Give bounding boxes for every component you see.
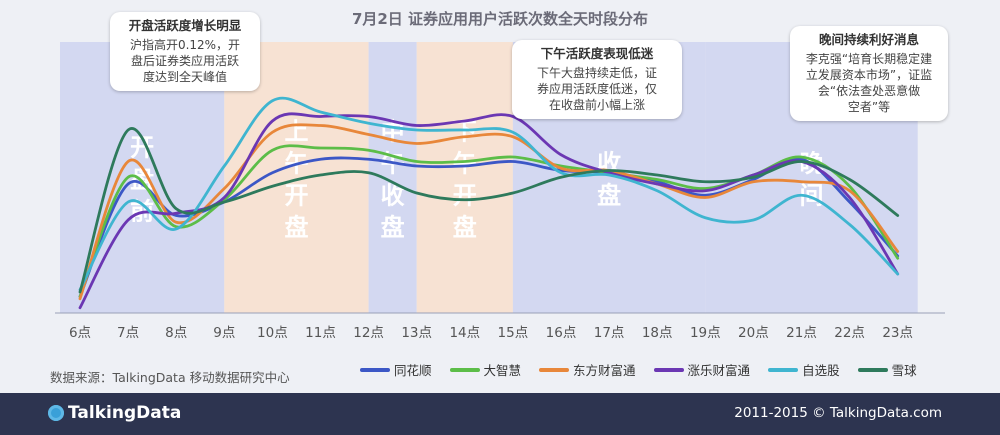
talkingdata-logo-icon: [48, 405, 64, 421]
legend-swatch: [539, 367, 570, 372]
x-tick-label: 15点: [498, 325, 529, 341]
x-tick-label: 7点: [117, 325, 139, 341]
legend-swatch: [360, 367, 390, 372]
callout-afternoon: 下午活跃度表现低迷 下午大盘持续走低，证 券应用活跃度低迷，仅 在收盘前小幅上涨: [512, 40, 682, 119]
x-axis-ticks: 6点 7点 8点 9点 10点 11点 12点 13点 14点 15点 16点 17点 18点 19点 20…: [69, 325, 913, 341]
callout-heading: 下午活跃度表现低迷: [540, 46, 654, 61]
x-tick-label: 17点: [594, 325, 625, 341]
brand-name: TalkingData: [68, 403, 182, 423]
x-tick-label: 14点: [449, 325, 480, 341]
callout-body: 沪指高开0.12%，开 盘后证券类应用活跃 度达到全天峰值: [129, 38, 241, 84]
x-tick-label: 19点: [690, 325, 721, 341]
legend-label: 大智慧: [483, 363, 522, 378]
callout-heading: 开盘活跃度增长明显: [128, 18, 242, 33]
x-tick-label: 6点: [69, 325, 91, 341]
legend-item: 同花顺: [360, 360, 432, 379]
legend-swatch: [768, 367, 799, 372]
x-tick-label: 13点: [401, 325, 432, 341]
x-tick-label: 21点: [786, 325, 817, 341]
x-tick-label: 9点: [213, 325, 235, 341]
x-tick-label: 22点: [834, 325, 865, 341]
x-tick-label: 8点: [165, 325, 187, 341]
series-line: [78, 127, 900, 294]
legend-item: 自选股: [768, 360, 840, 379]
copyright: 2011-2015 © TalkingData.com: [734, 405, 942, 421]
legend-item: 涨乐财富通: [653, 360, 751, 379]
legend-label: 涨乐财富通: [687, 363, 751, 378]
data-source: 数据来源：TalkingData 移动数据研究中心: [50, 370, 290, 385]
time-band: [368, 42, 417, 313]
chart-title: 7月2日 证券应用用户活跃次数全天时段分布: [351, 10, 649, 28]
x-tick-label: 10点: [257, 325, 288, 341]
legend-swatch: [653, 367, 684, 372]
brand-logo: TalkingData: [48, 403, 181, 423]
x-tick-label: 18点: [642, 325, 673, 341]
legend-item: 大智慧: [449, 360, 522, 379]
time-bands: [60, 42, 918, 313]
legend-item: 东方财富通: [539, 360, 636, 379]
legend-label: 雪球: [891, 363, 917, 378]
legend-label: 东方财富通: [573, 363, 636, 378]
x-tick-label: 20点: [738, 325, 769, 341]
x-tick-label: 16点: [546, 325, 577, 341]
legend-item: 雪球: [857, 360, 917, 379]
callout-heading: 晚间持续利好消息: [818, 32, 919, 47]
legend-swatch: [857, 367, 888, 372]
legend-label: 自选股: [802, 363, 840, 378]
legend: 同花顺 大智慧 东方财富通 涨乐财富通 自选股 雪球: [360, 360, 935, 379]
series-line: [78, 123, 900, 301]
callout-evening: 晚间持续利好消息 李克强“培育长期稳定建 立发展资本市场”，证监 会“依法查处恶…: [790, 26, 948, 121]
time-band: [416, 42, 513, 313]
legend-swatch: [449, 367, 480, 372]
series-line: [78, 96, 900, 292]
x-tick-label: 11点: [305, 325, 336, 341]
footer-bar: TalkingData 2011-2015 © TalkingData.com: [0, 393, 1000, 435]
callout-body: 李克强“培育长期稳定建 立发展资本市场”，证监 会“依法查处恶意做 空者”等: [805, 52, 933, 114]
x-tick-label: 12点: [353, 325, 384, 341]
callout-morning: 开盘活跃度增长明显 沪指高开0.12%，开 盘后证券类应用活跃 度达到全天峰值: [110, 12, 260, 91]
x-tick-label: 23点: [882, 325, 913, 341]
callout-body: 下午大盘持续走低，证 券应用活跃度低迷，仅 在收盘前小幅上涨: [536, 66, 657, 112]
legend-label: 同花顺: [394, 363, 432, 378]
series-lines: [78, 96, 900, 310]
